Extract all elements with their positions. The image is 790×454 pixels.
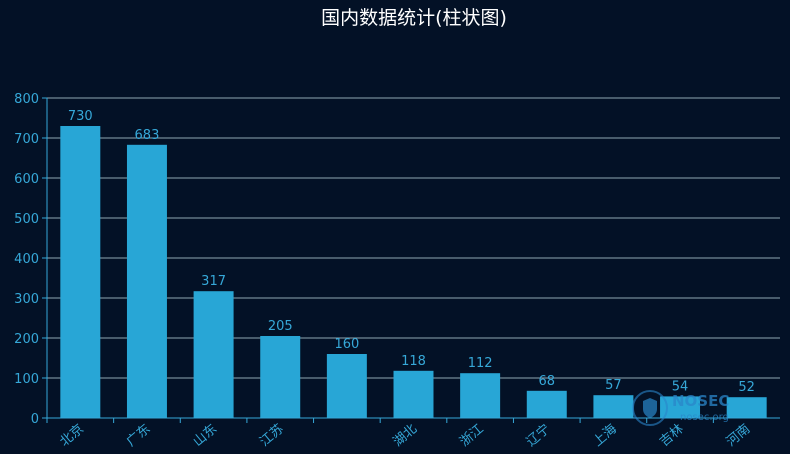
bar[interactable] [260,336,301,418]
bar[interactable] [660,396,701,418]
shield-icon [643,398,657,418]
bar[interactable] [126,144,167,419]
bar-value-label: 317 [201,274,226,289]
bar-value-label: 52 [738,380,755,395]
y-tick-label: 200 [14,332,39,347]
x-category-label: 吉林 [657,422,687,450]
watermark-ring [632,390,668,426]
bars: 730 683 317 205 160 118 112 68 57 54 52 [60,109,767,419]
x-category-label: 浙江 [457,422,487,450]
bar-value-label: 112 [468,356,493,371]
x-category-label: 山东 [191,422,221,450]
bar-value-label: 205 [268,319,293,334]
bar[interactable] [726,397,767,418]
bar-value-label: 683 [135,128,160,143]
x-category-label: 北京 [57,422,87,450]
bar[interactable] [526,390,567,418]
bar[interactable] [460,373,501,418]
bar[interactable] [593,395,634,418]
watermark-subtext: nosec.org [680,412,729,423]
y-tick-label: 0 [31,412,39,427]
x-category-label: 辽宁 [523,421,553,450]
x-axis: 北京 广东 山东 江苏 湖北 浙江 辽宁 上海 吉林 河南 [46,417,780,450]
x-category-label: 上海 [590,422,620,450]
x-category-label: 河南 [723,421,753,450]
x-category-label: 江苏 [257,421,287,450]
bar-value-label: 68 [538,374,555,389]
y-axis: 0 100 200 300 400 500 600 700 800 [14,92,48,427]
bar-value-label: 730 [68,109,93,124]
watermark-logo: NOSEC nosec.org [632,390,729,426]
gridlines [47,97,780,379]
x-category-label: 湖北 [391,422,421,450]
y-tick-label: 400 [14,252,39,267]
watermark-text: NOSEC [672,392,729,410]
x-category-label: 广东 [124,422,154,450]
bar-value-label: 54 [672,379,689,394]
bar[interactable] [393,370,434,418]
bar[interactable] [326,354,367,418]
bar-value-label: 160 [334,337,359,352]
bar-value-label: 57 [605,378,622,393]
y-tick-label: 800 [14,92,39,107]
y-tick-label: 300 [14,292,39,307]
y-tick-label: 100 [14,372,39,387]
y-tick-label: 600 [14,172,39,187]
y-tick-label: 700 [14,132,39,147]
bar[interactable] [60,126,101,418]
chart-title: 国内数据统计(柱状图) [321,7,507,29]
bar-value-label: 118 [401,354,426,369]
bar[interactable] [193,291,234,418]
y-tick-label: 500 [14,212,39,227]
